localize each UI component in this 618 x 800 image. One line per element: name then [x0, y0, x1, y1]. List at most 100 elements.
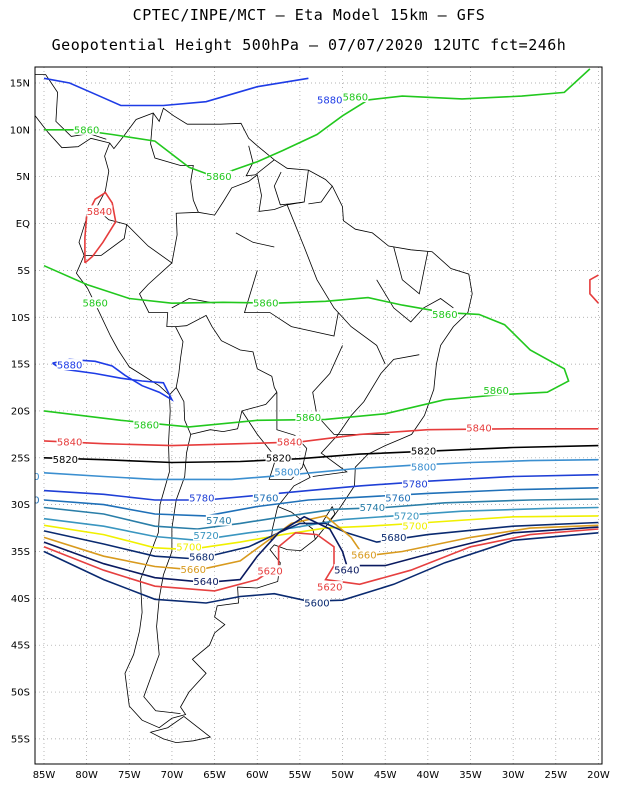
border-bol-bra: [175, 314, 278, 393]
lon-tick-label: 80W: [75, 770, 98, 781]
lon-tick-label: 85W: [33, 770, 56, 781]
contour-5760: [43, 487, 599, 517]
contour-5840: [589, 274, 599, 304]
bra-state-2: [286, 204, 386, 365]
contour-5640: [43, 515, 599, 584]
contour-label-bg: [176, 540, 203, 552]
contour-label: 5800: [411, 463, 436, 474]
lat-tick-label: 15S: [11, 360, 30, 371]
contour-label-bg: [303, 597, 330, 609]
contour-5700: [43, 515, 599, 551]
south-america-coast: [75, 107, 473, 729]
contour-label-bg: [333, 564, 360, 576]
contour-label: 5840: [57, 437, 82, 448]
latitude-labels: 15N 10N 5N EQ 5S 10S 15S 20S 25S 30S 35S 40S 45S 50S 5…: [10, 79, 30, 746]
contour-label-bg: [342, 91, 369, 103]
central-america: [35, 114, 110, 149]
contour-label: 5660: [181, 565, 206, 576]
contour-label: 5600: [304, 599, 329, 610]
contour-label-bg: [402, 520, 429, 532]
border-per-bol: [169, 326, 184, 396]
contour-label-bg: [56, 359, 83, 371]
lon-tick-label: 50W: [331, 770, 354, 781]
contour-label: 5820: [411, 447, 436, 458]
contour-label: 5620: [317, 583, 342, 594]
contour-label-bg: [466, 421, 493, 433]
contour-label-bg: [133, 419, 160, 431]
contour-label-bg: [431, 308, 458, 320]
longitude-labels: 85W 80W 75W 70W 65W 60W 55W 50W 45W 40W 35W 30W 25W 2…: [33, 770, 610, 781]
contour-5820: [43, 444, 599, 464]
lat-tick-label: EQ: [16, 219, 30, 230]
contour-label: 5860: [296, 413, 321, 424]
contour-label-bg: [393, 509, 420, 521]
contour-label-bg: [252, 492, 279, 504]
lat-tick-label: 10N: [10, 125, 30, 136]
contour-label-bg: [257, 565, 284, 577]
contour-label-bg: [350, 549, 377, 561]
contour-label-bg: [410, 461, 437, 473]
contour-label: 5780: [0, 486, 18, 497]
contour-5780: [43, 473, 599, 501]
contour-5620: [43, 528, 599, 592]
contour-label: 5640: [193, 577, 218, 588]
lon-tick-label: 75W: [118, 770, 141, 781]
contour-label-bg: [193, 529, 220, 541]
contour-label-bg: [82, 297, 109, 309]
contour-label-bg: [52, 453, 79, 465]
contour-label-bg: [35, 493, 40, 505]
contour-label: 5720: [193, 531, 218, 542]
lat-tick-label: 10S: [11, 313, 30, 324]
contour-label-bg: [380, 531, 407, 543]
contour-5600: [43, 532, 599, 604]
contour-label-bg: [295, 411, 322, 423]
contour-label-bg: [402, 478, 429, 490]
contour-label: 5840: [277, 437, 302, 448]
contour-label: 5700: [402, 522, 427, 533]
contour-label: 5780: [189, 494, 214, 505]
map-title: CPTEC/INPE/MCT – Eta Model 15km – GFS: [132, 6, 486, 24]
contour-label: 5680: [189, 553, 214, 564]
contour-label: 5680: [381, 533, 406, 544]
contour-label: 5760: [14, 495, 39, 506]
contour-label-bg: [193, 575, 220, 587]
map-frame: [34, 66, 603, 765]
lon-tick-label: 40W: [417, 770, 440, 781]
border-arg-bra: [277, 463, 311, 507]
contour-label: 5880: [317, 95, 342, 106]
contour-label: 5860: [134, 421, 159, 432]
contour-label: 5640: [334, 566, 359, 577]
contour-label: 5800: [14, 472, 39, 483]
contour-5880: [52, 358, 174, 402]
lon-tick-label: 20W: [587, 770, 610, 781]
lon-tick-label: 35W: [459, 770, 482, 781]
contour-label: 5740: [206, 516, 231, 527]
contour-label: 5820: [53, 455, 78, 466]
lon-tick-label: 45W: [374, 770, 397, 781]
contour-label: 5780: [402, 480, 427, 491]
bra-state-8: [235, 232, 275, 248]
contour-label-bg: [410, 445, 437, 457]
lat-tick-label: 25S: [11, 453, 30, 464]
contour-5860: [44, 68, 591, 178]
lat-tick-label: 5N: [16, 172, 30, 183]
border-guy-sur: [273, 170, 309, 206]
contour-label: 5660: [351, 551, 376, 562]
border-fgu: [308, 185, 333, 205]
border-bra-north: [198, 174, 305, 216]
border-per-bra: [139, 262, 176, 327]
map-subtitle: Geopotential Height 500hPa – 07/07/2020 …: [51, 36, 567, 54]
contour-label-bg: [252, 297, 279, 309]
lat-tick-label: 35S: [11, 547, 30, 558]
contour-5720: [43, 506, 599, 542]
contour-label: 5860: [343, 93, 368, 104]
bra-state-1: [243, 270, 339, 337]
contour-label-bg: [316, 93, 343, 105]
lon-tick-label: 70W: [161, 770, 184, 781]
lon-tick-label: 55W: [289, 770, 312, 781]
contour-label: 5760: [385, 494, 410, 505]
contour-label: 5820: [266, 453, 291, 464]
contour-5800: [43, 458, 599, 481]
border-col-per: [95, 208, 199, 264]
